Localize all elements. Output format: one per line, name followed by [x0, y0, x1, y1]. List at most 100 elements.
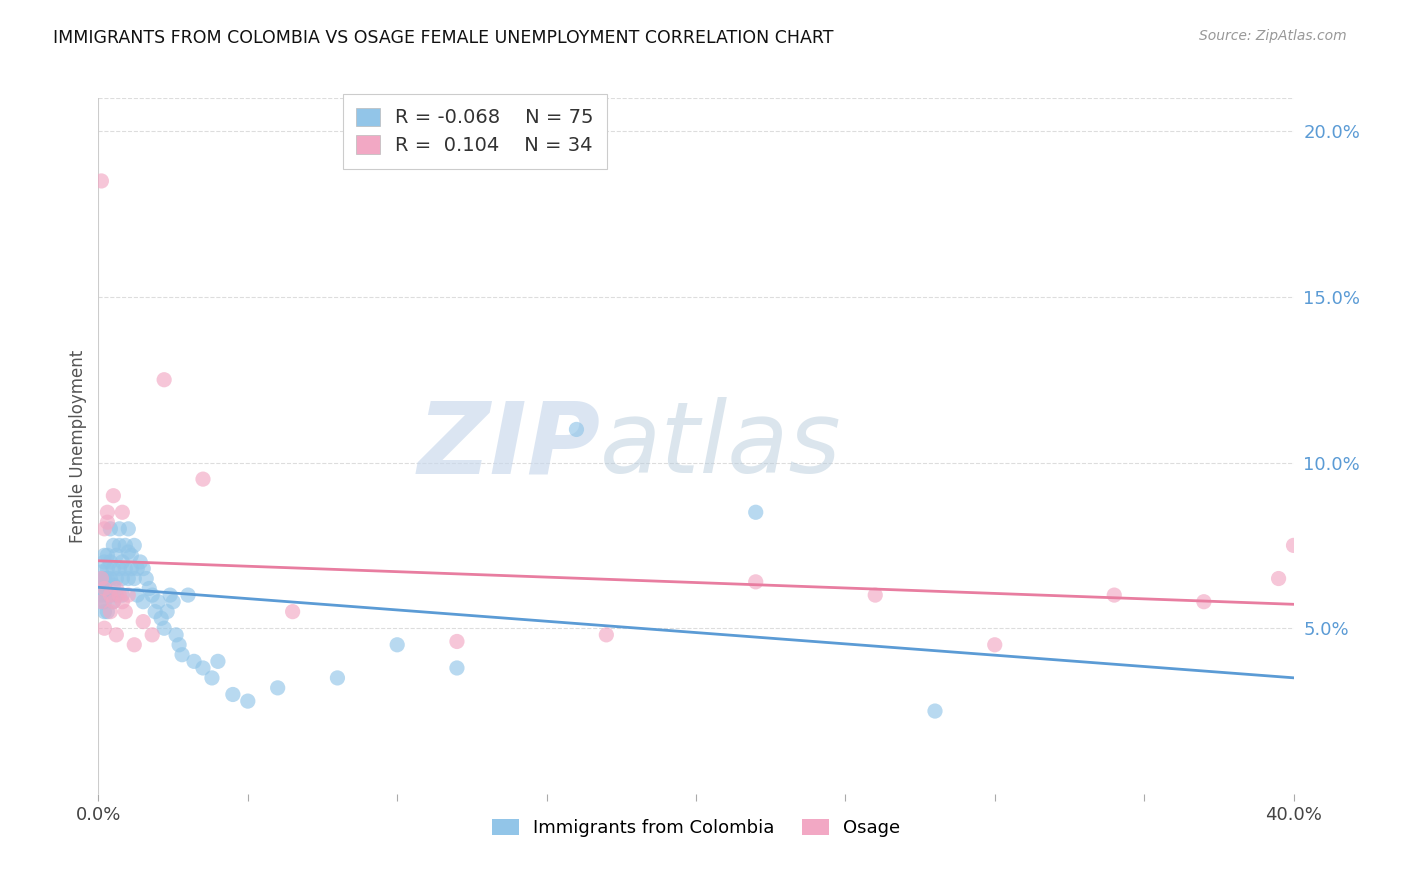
Text: Source: ZipAtlas.com: Source: ZipAtlas.com	[1199, 29, 1347, 43]
Point	[129, 555, 152, 569]
Point	[865, 588, 887, 602]
Point	[96, 572, 118, 586]
Point	[103, 595, 125, 609]
Point	[105, 628, 128, 642]
Point	[150, 611, 173, 625]
Point	[191, 661, 214, 675]
Point	[924, 704, 946, 718]
Point	[153, 621, 176, 635]
Point	[114, 561, 136, 575]
Point	[135, 572, 157, 586]
Point	[108, 522, 131, 536]
Point	[111, 588, 134, 602]
Point	[172, 648, 194, 662]
Point	[103, 489, 125, 503]
Point	[105, 582, 128, 596]
Point	[93, 549, 115, 563]
Point	[127, 561, 149, 575]
Point	[93, 578, 115, 592]
Point	[1267, 572, 1289, 586]
Point	[236, 694, 259, 708]
Point	[93, 582, 115, 596]
Point	[90, 595, 112, 609]
Point	[90, 588, 112, 602]
Legend: Immigrants from Colombia, Osage: Immigrants from Colombia, Osage	[485, 812, 907, 844]
Point	[156, 605, 179, 619]
Point	[446, 661, 468, 675]
Point	[90, 582, 112, 596]
Point	[745, 574, 768, 589]
Point	[117, 545, 139, 559]
Point	[326, 671, 349, 685]
Point	[111, 505, 134, 519]
Point	[105, 572, 128, 586]
Point	[385, 638, 409, 652]
Point	[93, 555, 115, 569]
Point	[90, 595, 112, 609]
Point	[90, 565, 112, 579]
Point	[148, 595, 170, 609]
Point	[103, 595, 125, 609]
Point	[143, 605, 166, 619]
Point	[141, 628, 163, 642]
Point	[124, 638, 146, 652]
Point	[595, 628, 617, 642]
Point	[120, 561, 142, 575]
Point	[745, 505, 768, 519]
Point	[117, 572, 139, 586]
Point	[984, 638, 1007, 652]
Point	[93, 572, 115, 586]
Point	[98, 588, 122, 602]
Point	[105, 588, 128, 602]
Point	[90, 174, 112, 188]
Point	[96, 515, 118, 529]
Point	[138, 582, 160, 596]
Point	[108, 561, 131, 575]
Point	[98, 572, 122, 586]
Point	[96, 505, 118, 519]
Point	[207, 654, 229, 668]
Point	[446, 634, 468, 648]
Point	[114, 538, 136, 552]
Point	[90, 572, 112, 586]
Point	[167, 638, 190, 652]
Y-axis label: Female Unemployment: Female Unemployment	[69, 350, 87, 542]
Point	[93, 595, 115, 609]
Point	[98, 555, 122, 569]
Point	[103, 538, 125, 552]
Text: atlas: atlas	[600, 398, 842, 494]
Point	[105, 549, 128, 563]
Point	[201, 671, 224, 685]
Point	[267, 681, 290, 695]
Point	[132, 561, 155, 575]
Point	[191, 472, 214, 486]
Point	[141, 588, 163, 602]
Point	[93, 605, 115, 619]
Point	[124, 538, 146, 552]
Point	[1104, 588, 1126, 602]
Point	[111, 555, 134, 569]
Point	[124, 572, 146, 586]
Point	[96, 605, 118, 619]
Point	[120, 549, 142, 563]
Point	[93, 582, 115, 596]
Point	[108, 588, 131, 602]
Point	[96, 588, 118, 602]
Point	[153, 373, 176, 387]
Point	[117, 588, 139, 602]
Point	[162, 595, 184, 609]
Point	[132, 595, 155, 609]
Point	[93, 522, 115, 536]
Point	[177, 588, 200, 602]
Point	[90, 572, 112, 586]
Point	[127, 588, 149, 602]
Point	[108, 538, 131, 552]
Point	[165, 628, 187, 642]
Point	[96, 549, 118, 563]
Point	[132, 615, 155, 629]
Point	[1282, 538, 1305, 552]
Point	[98, 522, 122, 536]
Point	[93, 621, 115, 635]
Text: IMMIGRANTS FROM COLOMBIA VS OSAGE FEMALE UNEMPLOYMENT CORRELATION CHART: IMMIGRANTS FROM COLOMBIA VS OSAGE FEMALE…	[53, 29, 834, 46]
Point	[222, 688, 245, 702]
